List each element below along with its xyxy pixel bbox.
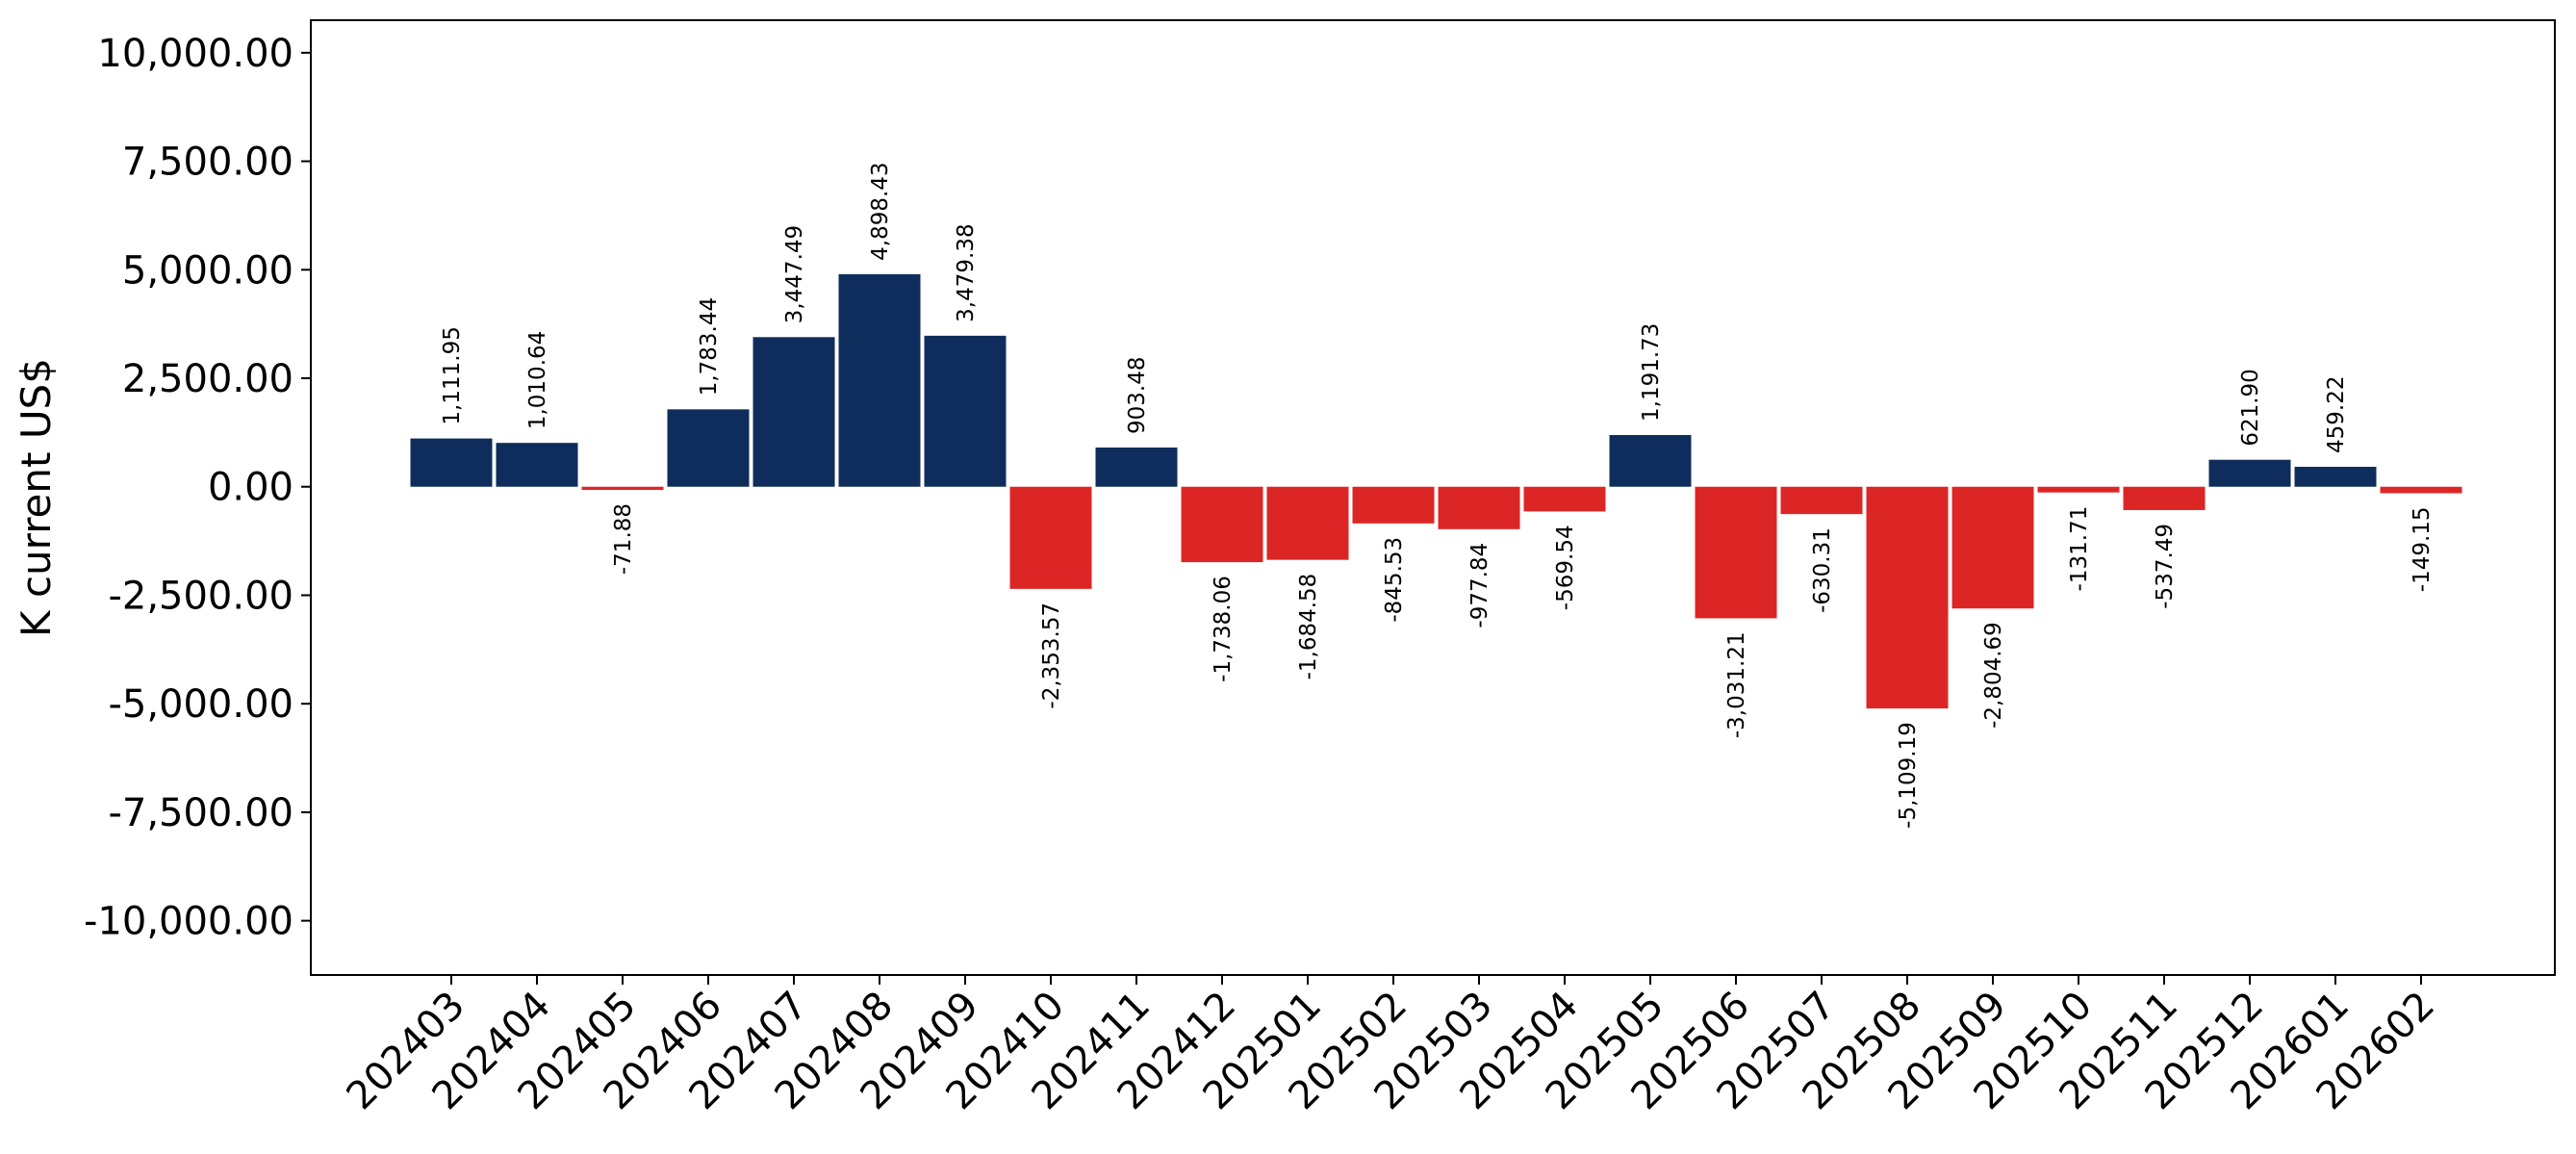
bar-value-label: 3,447.49 bbox=[782, 225, 807, 323]
y-tick-label: 7,500.00 bbox=[122, 141, 293, 185]
bar-202505 bbox=[1609, 434, 1692, 487]
bar-202404 bbox=[496, 443, 578, 487]
bar-202510 bbox=[2037, 486, 2120, 493]
y-tick-label: 5,000.00 bbox=[122, 248, 293, 293]
bar-202512 bbox=[2208, 459, 2291, 487]
bar-202405 bbox=[581, 486, 664, 490]
bar-value-label: 1,191.73 bbox=[1639, 323, 1664, 422]
bar-202602 bbox=[2380, 486, 2462, 494]
bar-value-label: -569.54 bbox=[1553, 525, 1578, 610]
bar-202403 bbox=[410, 438, 493, 487]
y-tick-label: -2,500.00 bbox=[108, 574, 293, 618]
y-tick-label: 10,000.00 bbox=[97, 32, 293, 76]
bar-value-label: -2,353.57 bbox=[1039, 603, 1064, 709]
bar-202406 bbox=[667, 409, 750, 487]
bar-202409 bbox=[924, 335, 1007, 487]
bar-value-label: 459.22 bbox=[2324, 376, 2349, 453]
y-tick-label: 0.00 bbox=[208, 466, 293, 510]
bar-value-label: -3,031.21 bbox=[1724, 631, 1749, 738]
bar-202410 bbox=[1009, 486, 1092, 589]
bar-202501 bbox=[1266, 486, 1349, 560]
bar-202504 bbox=[1523, 486, 1606, 512]
y-axis-ticks: -10,000.00 -7,500.00 -5,000.00 -2,500.00 0.0… bbox=[84, 32, 311, 944]
y-tick-label: -7,500.00 bbox=[108, 791, 293, 835]
bar-202407 bbox=[752, 337, 835, 487]
bar-value-label: 4,898.43 bbox=[868, 162, 893, 260]
bar-value-label: -1,684.58 bbox=[1296, 574, 1321, 680]
bar-202503 bbox=[1438, 486, 1520, 529]
bar-value-label: 1,010.64 bbox=[525, 331, 550, 429]
bar-202509 bbox=[1951, 486, 2034, 609]
bar-202502 bbox=[1352, 486, 1435, 524]
bar-value-label: -537.49 bbox=[2153, 524, 2178, 609]
data-labels-group: 1,111.95 1,010.64 -71.88 1,783.44 3,447.49 4,… bbox=[440, 162, 2435, 828]
bar-202508 bbox=[1866, 486, 1949, 709]
bar-202601 bbox=[2294, 467, 2377, 487]
bar-value-label: 3,479.38 bbox=[954, 223, 979, 321]
bar-value-label: 621.90 bbox=[2238, 369, 2263, 446]
bar-value-label: 1,783.44 bbox=[697, 297, 722, 396]
bar-202511 bbox=[2123, 486, 2206, 510]
bar-value-label: -630.31 bbox=[1810, 527, 1835, 613]
bar-value-label: -1,738.06 bbox=[1211, 576, 1236, 682]
bar-value-label: 1,111.95 bbox=[440, 326, 465, 424]
x-axis-ticks: 2024032024042024052024062024072024082024… bbox=[339, 975, 2443, 1118]
bar-value-label: -131.71 bbox=[2067, 506, 2092, 592]
bars-group bbox=[410, 273, 2462, 709]
bar-value-label: -149.15 bbox=[2410, 506, 2435, 592]
bar-202506 bbox=[1695, 486, 1777, 619]
y-tick-label: 2,500.00 bbox=[122, 357, 293, 401]
bar-value-label: -977.84 bbox=[1467, 543, 1492, 628]
y-tick-label: -10,000.00 bbox=[84, 900, 293, 944]
bar-value-label: -2,804.69 bbox=[1981, 622, 2006, 729]
bar-value-label: -5,109.19 bbox=[1896, 722, 1921, 829]
plot-frame bbox=[310, 19, 2556, 976]
bar-202408 bbox=[838, 273, 921, 487]
bar-202411 bbox=[1095, 447, 1178, 487]
bar-value-label: -71.88 bbox=[611, 503, 636, 575]
bar-value-label: -845.53 bbox=[1382, 537, 1407, 623]
bar-202412 bbox=[1181, 486, 1263, 563]
bar-value-label: 903.48 bbox=[1125, 357, 1150, 434]
y-axis-label: K current US$ bbox=[13, 358, 60, 637]
bar-202507 bbox=[1780, 486, 1863, 515]
y-tick-label: -5,000.00 bbox=[108, 682, 293, 727]
